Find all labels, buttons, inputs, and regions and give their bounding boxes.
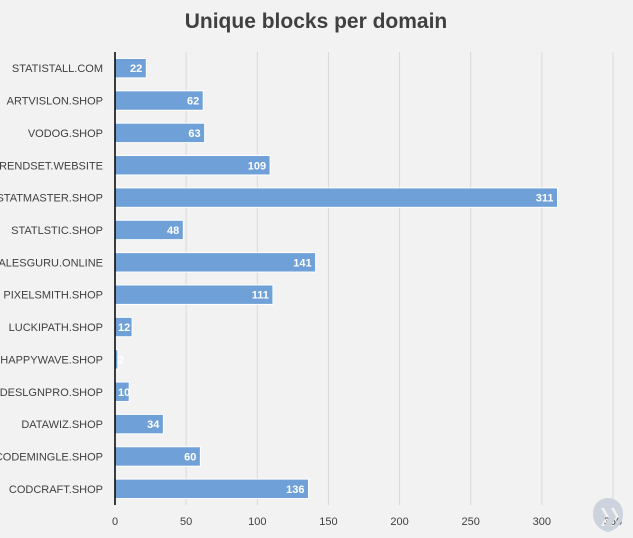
x-tick-label: 200 — [390, 516, 408, 528]
category-label: CODEMINGLE.SHOP — [0, 451, 103, 463]
bar — [114, 284, 274, 305]
category-label: STATLSTIC.SHOP — [11, 225, 103, 237]
x-tick-label: 300 — [533, 516, 551, 528]
data-label: 2 — [118, 354, 124, 366]
category-label: HAPPYWAVE.SHOP — [0, 354, 103, 366]
x-tick-label: 250 — [462, 516, 480, 528]
data-label: 63 — [188, 128, 200, 140]
x-tick-label: 100 — [248, 516, 266, 528]
x-tick-label: 150 — [319, 516, 337, 528]
category-label: SALESGURU.ONLINE — [0, 257, 103, 269]
category-label: TRENDSET.WEBSITE — [0, 160, 103, 172]
bar — [114, 187, 559, 208]
data-label: 10 — [118, 387, 130, 399]
gridlines — [185, 52, 614, 505]
bar — [114, 478, 310, 500]
data-label: 48 — [167, 225, 179, 237]
watermark-logo-icon — [593, 498, 623, 532]
data-label: 311 — [536, 193, 554, 205]
category-label: STATISTALL.COM — [12, 63, 103, 75]
data-label: 62 — [187, 96, 199, 108]
x-tick-label: 0 — [112, 516, 118, 528]
bars: 22 62 63 109 311 48 141 111 12 2 10 34 60 136 — [114, 57, 559, 500]
category-label: ARTVISLON.SHOP — [7, 96, 103, 108]
data-label: 136 — [286, 484, 304, 496]
malwarebytes-logo-icon — [593, 498, 623, 532]
category-label: VODOG.SHOP — [28, 128, 103, 140]
category-label: DATAWIZ.SHOP — [21, 419, 103, 431]
data-label: 34 — [147, 419, 160, 431]
bar — [114, 252, 317, 273]
data-label: 109 — [248, 160, 266, 172]
category-label: STATMASTER.SHOP — [0, 193, 103, 205]
data-label: 60 — [184, 451, 196, 463]
data-label: 141 — [293, 257, 311, 269]
data-label: 22 — [130, 63, 142, 75]
data-label: 12 — [118, 322, 130, 334]
category-label: DESLGNPRO.SHOP — [0, 387, 103, 399]
chart-title: Unique blocks per domain — [185, 10, 448, 33]
category-label: CODCRAFT.SHOP — [9, 484, 103, 496]
category-labels: STATISTALL.COM ARTVISLON.SHOP VODOG.SHOP TR… — [0, 63, 103, 496]
category-label: PIXELSMITH.SHOP — [3, 290, 103, 302]
category-label: LUCKIPATH.SHOP — [9, 322, 103, 334]
x-axis-ticks: 050100150200250300350 — [112, 516, 622, 528]
data-label: 111 — [252, 290, 269, 302]
x-tick-label: 50 — [180, 516, 192, 528]
